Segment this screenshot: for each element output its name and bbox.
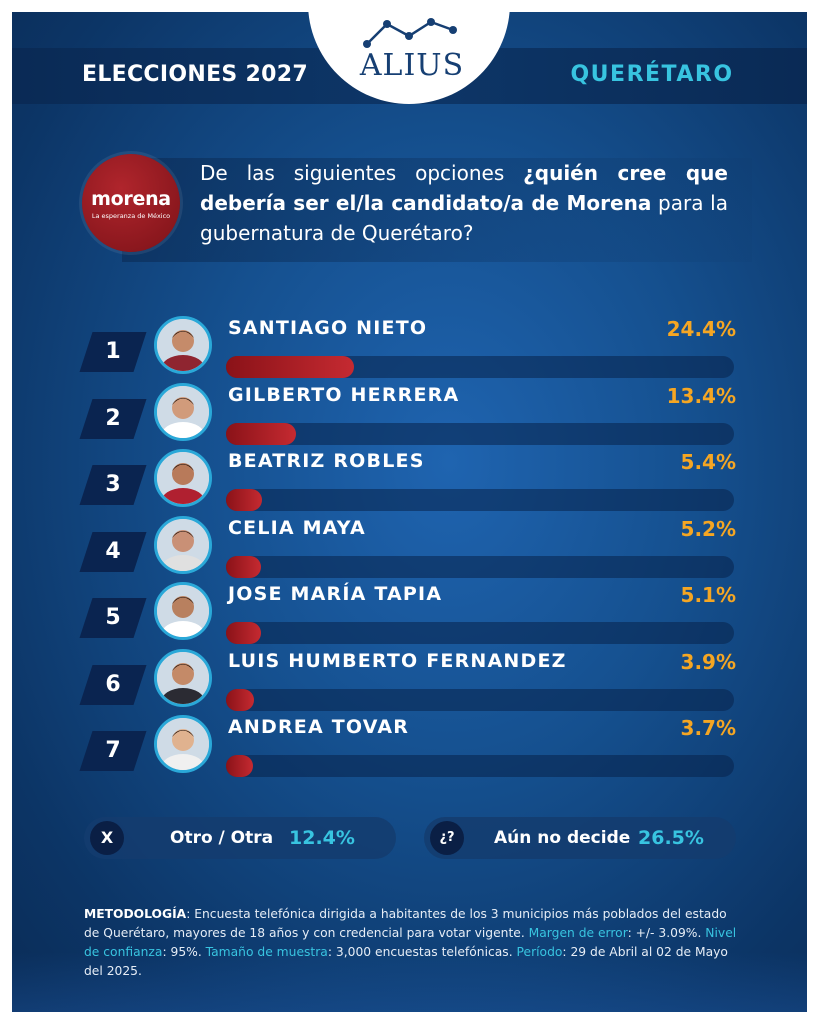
person-icon — [157, 585, 209, 637]
question-section: morena La esperanza de México De las sig… — [82, 154, 752, 274]
person-icon — [157, 452, 209, 504]
person-icon — [157, 651, 209, 704]
period-key: Período — [516, 945, 563, 959]
bar-track — [226, 688, 734, 711]
bar — [226, 622, 261, 644]
candidate-avatar — [154, 449, 212, 507]
rank-number: 5 — [105, 605, 121, 630]
rank-badge: 7 — [79, 731, 147, 771]
candidate-name: JOSE MARÍA TAPIA — [228, 583, 443, 605]
candidate-percentage: 3.7% — [680, 716, 736, 740]
candidate-avatar — [154, 316, 212, 374]
candidate-row: 5 JOSE MARÍA TAPIA 5.1% — [12, 580, 807, 644]
person-icon — [157, 385, 209, 438]
bar-track — [226, 622, 734, 644]
candidate-name: LUIS HUMBERTO FERNANDEZ — [228, 649, 567, 672]
question-bold-party: Morena — [566, 191, 652, 215]
candidate-row: 4 CELIA MAYA 5.2% — [12, 514, 807, 578]
candidate-avatar — [154, 648, 212, 707]
rank-badge: 4 — [79, 531, 147, 572]
methodology-text: METODOLOGÍA: Encuesta telefónica dirigid… — [84, 905, 744, 981]
rank-number: 7 — [105, 738, 121, 763]
candidate-row: 7 ANDREA TOVAR 3.7% — [12, 713, 807, 777]
confidence-key: Nivel de confianza — [84, 926, 737, 959]
header-state: QUERÉTARO — [570, 62, 734, 87]
rank-badge: 2 — [79, 398, 147, 439]
other-value: 12.4% — [289, 827, 355, 849]
bar — [226, 489, 263, 511]
question-background — [122, 158, 752, 262]
candidate-row: 3 BEATRIZ ROBLES 5.4% — [12, 447, 807, 511]
bar-track — [226, 555, 734, 578]
party-tagline: La esperanza de México — [91, 212, 171, 220]
candidate-percentage: 5.2% — [680, 516, 736, 541]
bar-track — [226, 755, 734, 777]
candidate-avatar — [154, 382, 212, 441]
rank-badge: 5 — [79, 598, 147, 638]
rank-badge: 6 — [79, 664, 147, 705]
rank-number: 2 — [105, 405, 121, 431]
bottom-glow — [12, 952, 807, 1012]
candidate-name: BEATRIZ ROBLES — [228, 450, 425, 472]
candidate-row: 1 SANTIAGO NIETO 24.4% — [12, 314, 807, 378]
bar — [226, 688, 255, 711]
period-value: : 29 de Abril al 02 de Mayo del 2025. — [84, 945, 728, 978]
confidence-value: : 95%. — [162, 945, 206, 959]
bar-track — [226, 489, 734, 511]
candidate-avatar — [154, 515, 212, 574]
margin-key: Margen de error — [528, 926, 628, 940]
bar — [226, 555, 262, 578]
methodology-key: METODOLOGÍA — [84, 907, 187, 921]
undecided-label: Aún no decide — [494, 828, 631, 848]
network-icon — [363, 18, 457, 48]
candidate-name: ANDREA TOVAR — [228, 716, 410, 738]
person-icon — [157, 518, 209, 571]
bar-track — [226, 422, 734, 445]
survey-question: De las siguientes opciones ¿quién cree q… — [200, 158, 728, 248]
rank-badge: 3 — [79, 465, 147, 505]
rank-number: 4 — [105, 538, 121, 564]
candidate-avatar — [154, 582, 212, 640]
candidate-row: 2 GILBERTO HERRERA 13.4% — [12, 381, 807, 445]
person-icon — [157, 718, 209, 770]
candidate-name: GILBERTO HERRERA — [228, 383, 460, 406]
poll-card: ELECCIONES 2027 QUERÉTARO ALIUS morena L… — [12, 12, 807, 1012]
party-logo: morena La esperanza de México — [82, 154, 180, 252]
candidate-name: SANTIAGO NIETO — [228, 317, 428, 339]
margin-value: : +/- 3.09%. — [627, 926, 706, 940]
candidate-avatar — [154, 715, 212, 773]
candidate-percentage: 5.1% — [680, 583, 736, 607]
header-title: ELECCIONES 2027 — [82, 62, 308, 87]
question-bold-1: ¿quién cree que debería ser el/la candid… — [200, 161, 728, 215]
other-option-pill: X Otro / Otra 12.4% — [84, 817, 396, 859]
candidate-name: CELIA MAYA — [228, 516, 366, 539]
party-name: morena — [91, 188, 171, 210]
rank-number: 3 — [105, 472, 121, 497]
rank-number: 1 — [105, 339, 121, 364]
person-icon — [157, 319, 209, 371]
brand-logo-text: ALIUS — [359, 48, 465, 83]
close-icon: X — [90, 821, 124, 855]
bar — [226, 755, 254, 777]
candidate-percentage: 3.9% — [680, 649, 736, 674]
rank-badge: 1 — [79, 332, 147, 372]
sample-key: Tamaño de muestra — [205, 945, 328, 959]
question-icon: ¿? — [430, 821, 464, 855]
bar-track — [226, 356, 734, 378]
candidate-percentage: 13.4% — [666, 383, 736, 408]
undecided-value: 26.5% — [638, 827, 704, 849]
methodology-body: : Encuesta telefónica dirigida a habitan… — [84, 907, 727, 940]
candidate-row: 6 LUIS HUMBERTO FERNANDEZ 3.9% — [12, 647, 807, 711]
other-label: Otro / Otra — [170, 828, 274, 848]
bar — [226, 356, 354, 378]
question-text-2: para la gubernatura de Querétaro? — [200, 191, 728, 245]
rank-number: 6 — [105, 671, 121, 697]
candidate-percentage: 5.4% — [680, 450, 736, 474]
undecided-pill: ¿? Aún no decide 26.5% — [424, 817, 736, 859]
candidate-percentage: 24.4% — [666, 317, 736, 341]
sample-value: : 3,000 encuestas telefónicas. — [327, 945, 517, 959]
question-text-1: De las siguientes opciones — [200, 161, 524, 185]
bar — [226, 422, 297, 445]
